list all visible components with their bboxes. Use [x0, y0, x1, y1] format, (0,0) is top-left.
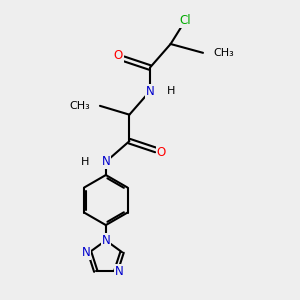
Text: N: N: [146, 85, 154, 98]
Text: O: O: [157, 146, 166, 159]
Text: N: N: [101, 155, 110, 168]
Text: N: N: [115, 265, 124, 278]
Text: H: H: [167, 86, 175, 96]
Text: N: N: [82, 246, 90, 259]
Text: CH₃: CH₃: [213, 48, 234, 58]
Text: H: H: [81, 157, 89, 167]
Text: CH₃: CH₃: [69, 101, 90, 111]
Text: Cl: Cl: [179, 14, 191, 27]
Text: O: O: [114, 49, 123, 62]
Text: N: N: [101, 234, 110, 247]
